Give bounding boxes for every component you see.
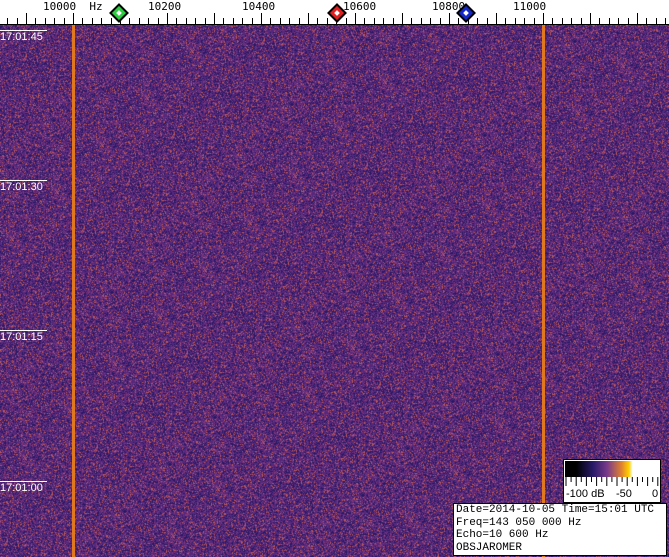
freq-label-10000: 10000 Hz xyxy=(43,0,103,13)
color-scale-bar xyxy=(565,461,659,477)
legend-min-label: -100 dB xyxy=(566,488,605,500)
legend-max-label: 0 xyxy=(652,488,659,500)
frequency-axis: 10000 Hz 10200 10400 10600 10800 11000 xyxy=(0,0,669,25)
time-label: 17:01:00 xyxy=(0,481,47,494)
info-box: Date=2014-10-05 Time=15:01 UTC Freq=143 … xyxy=(453,503,667,556)
carrier-line xyxy=(542,25,545,557)
freq-label-10400: 10400 xyxy=(242,0,276,13)
time-label: 17:01:15 xyxy=(0,330,47,343)
freq-label-11000: 11000 xyxy=(513,0,547,13)
freq-label-10800: 10800 xyxy=(432,0,466,13)
color-scale-legend: -100 dB -50 0 xyxy=(563,459,661,503)
color-scale-ticks xyxy=(565,477,659,486)
freq-label-10600: 10600 xyxy=(343,0,377,13)
freq-label-10200: 10200 xyxy=(148,0,182,13)
frequency-text: Freq=143 050 000 Hz xyxy=(456,516,582,529)
legend-mid-label: -50 xyxy=(616,488,632,500)
time-label: 17:01:45 xyxy=(0,30,47,43)
echo-text: Echo=10 600 Hz xyxy=(456,529,549,541)
date-time-text: Date=2014-10-05 Time=15:01 UTC xyxy=(456,504,655,516)
spectrogram-waterfall xyxy=(0,25,669,557)
station-text: OBSJAROMER xyxy=(456,541,523,554)
time-label: 17:01:30 xyxy=(0,180,47,193)
carrier-line xyxy=(72,25,75,557)
